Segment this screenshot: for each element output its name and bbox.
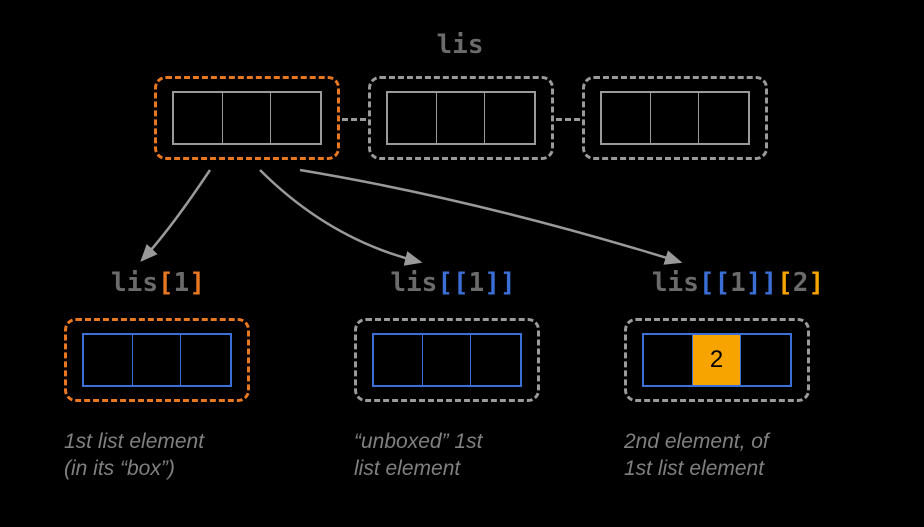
code-token: ]] <box>746 268 777 298</box>
vector-cell <box>423 335 472 385</box>
code-token: lis <box>652 268 699 298</box>
vector <box>82 333 232 387</box>
vector-cell <box>644 335 693 385</box>
vector: 2 <box>642 333 792 387</box>
vector-cell <box>223 93 272 143</box>
vector-cell <box>84 335 133 385</box>
vector-cell <box>741 335 790 385</box>
code-token: ]] <box>484 268 515 298</box>
top-label: lis <box>415 30 505 60</box>
code-token: lis <box>390 268 437 298</box>
vector-cell <box>485 93 534 143</box>
subset-label-1: lis[1] <box>58 268 258 298</box>
code-token: [[ <box>437 268 468 298</box>
subset-label-2: lis[[1]] <box>348 268 558 298</box>
code-token: lis <box>111 268 158 298</box>
list-connector <box>342 118 366 121</box>
subset-caption-3: 2nd element, of 1st list element <box>624 428 854 483</box>
code-token: [[ <box>699 268 730 298</box>
vector-cell <box>699 93 748 143</box>
vector <box>172 91 322 145</box>
vector-cell <box>388 93 437 143</box>
code-token: ] <box>808 268 824 298</box>
code-token: 1 <box>730 268 746 298</box>
subset-caption-2: “unboxed” 1st list element <box>354 428 574 483</box>
subset-caption-1: 1st list element (in its “box”) <box>64 428 284 483</box>
vector-cell <box>602 93 651 143</box>
code-token: ] <box>189 268 205 298</box>
vector-cell <box>174 93 223 143</box>
vector-cell <box>271 93 320 143</box>
vector-cell <box>437 93 486 143</box>
vector-cell <box>133 335 182 385</box>
arrow <box>142 170 210 260</box>
vector-cell <box>374 335 423 385</box>
list-connector <box>556 118 580 121</box>
vector <box>600 91 750 145</box>
code-token: 2 <box>793 268 809 298</box>
arrow <box>260 170 420 262</box>
arrow <box>300 170 680 262</box>
code-token: [ <box>158 268 174 298</box>
vector <box>372 333 522 387</box>
code-token: [ <box>777 268 793 298</box>
vector-cell: 2 <box>693 335 742 385</box>
vector-cell <box>471 335 520 385</box>
vector <box>386 91 536 145</box>
code-token: 1 <box>469 268 485 298</box>
subset-label-3: lis[[1]][2] <box>608 268 868 298</box>
vector-cell <box>181 335 230 385</box>
vector-cell <box>651 93 700 143</box>
code-token: 1 <box>174 268 190 298</box>
